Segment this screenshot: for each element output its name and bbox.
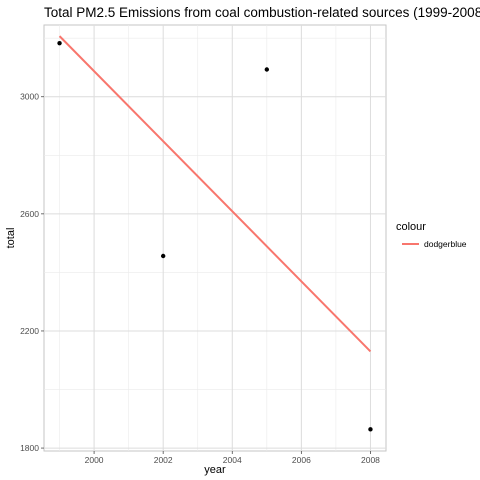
x-axis-title: year	[204, 464, 226, 476]
y-tick-label: 3000	[20, 92, 39, 102]
x-tick-label: 2004	[223, 455, 242, 465]
data-point	[160, 253, 166, 259]
y-tick-label: 2200	[20, 326, 39, 336]
legend: colour dodgerblue	[396, 221, 467, 249]
chart-title: Total PM2.5 Emissions from coal combusti…	[44, 5, 480, 20]
legend-label: dodgerblue	[424, 239, 467, 249]
x-axis-ticks: 2000 2002 2004 2006 2008	[85, 451, 380, 465]
x-tick-label: 2008	[361, 455, 380, 465]
y-axis-ticks: 1800 2200 2600 3000	[20, 92, 44, 453]
legend-title: colour	[396, 221, 426, 233]
y-axis-title: total	[5, 228, 17, 249]
x-tick-label: 2006	[292, 455, 311, 465]
gridlines	[44, 25, 386, 451]
data-point	[368, 427, 373, 432]
y-tick-label: 1800	[20, 443, 39, 453]
data-point	[57, 40, 62, 46]
data-points	[57, 40, 373, 432]
trend-line	[58, 35, 372, 353]
trend-line-group	[58, 35, 372, 353]
x-tick-label: 2000	[85, 455, 104, 465]
plot-panel	[43, 24, 387, 452]
panel-border	[43, 24, 387, 452]
y-tick-label: 2600	[20, 209, 39, 219]
x-tick-label: 2002	[154, 455, 173, 465]
data-point	[264, 67, 270, 72]
